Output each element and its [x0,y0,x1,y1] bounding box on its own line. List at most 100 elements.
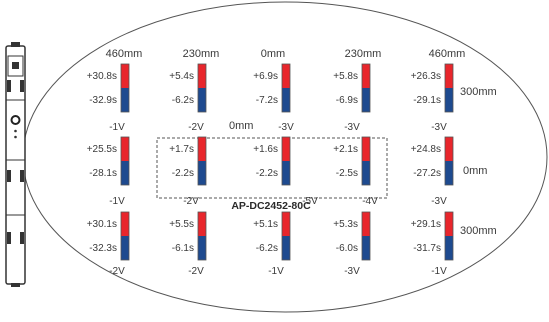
offset-voltage: -3V [278,122,294,133]
measurement-cell: +30.1s -32.3s -2V [87,211,130,277]
device-emitter-icon [7,170,11,182]
negative-decay-time: -6.0s [336,243,358,254]
offset-voltage: -3V [344,122,360,133]
positive-decay-time: +1.7s [169,144,194,155]
distance-label: 300mm [460,86,497,98]
decay-bar-outline [197,211,207,261]
offset-voltage: -1V [109,196,125,207]
negative-decay-time: -32.3s [89,243,117,254]
offset-voltage: -1V [268,266,284,277]
positive-decay-bar [282,137,290,161]
device-emitter-icon [7,232,11,244]
positive-decay-bar [362,64,370,88]
offset-voltage: -2V [188,266,204,277]
decay-bar-outline [444,211,454,261]
negative-decay-bar [121,161,129,185]
positive-decay-time: +24.8s [411,144,441,155]
positive-decay-time: +5.8s [333,71,358,82]
measurement-cell: +6.9s -7.2s -3V [253,63,294,133]
measurement-cell: +5.3s -6.0s -3V [333,211,371,277]
negative-decay-bar [198,88,206,112]
negative-decay-bar [121,88,129,112]
measurement-cell: +5.8s -6.9s -3V [333,63,371,133]
negative-decay-bar [445,236,453,260]
measurement-cell: +1.7s -2.2s -2V [169,136,207,207]
measurement-cell: +29.1s -31.7s -1V [411,211,454,277]
negative-decay-time: -6.2s [172,95,194,106]
negative-decay-bar [362,236,370,260]
decay-bar-outline [120,136,130,186]
negative-decay-time: -6.1s [172,243,194,254]
positive-decay-bar [121,64,129,88]
offset-voltage: -2V [188,122,204,133]
negative-decay-bar [282,236,290,260]
negative-decay-bar [445,88,453,112]
device-led-icon [14,129,17,133]
negative-decay-time: -2.2s [172,168,194,179]
negative-decay-bar [362,88,370,112]
offset-voltage: -4V [362,196,378,207]
negative-decay-time: -27.2s [413,168,441,179]
distance-label: 230mm [183,48,220,60]
center-zone-box [156,137,388,199]
positive-decay-bar [198,137,206,161]
decay-bar-outline [444,136,454,186]
measurement-grid: +30.8s -32.9s -1V +5.4s -6.2s -2V +6.9s -7.2s -3… [87,63,454,277]
positive-decay-bar [445,212,453,236]
positive-decay-bar [282,212,290,236]
negative-decay-bar [282,88,290,112]
negative-decay-time: -29.1s [413,95,441,106]
negative-decay-time: -6.2s [256,243,278,254]
positive-decay-bar [198,212,206,236]
negative-decay-time: -2.5s [336,168,358,179]
positive-decay-time: +26.3s [411,71,441,82]
decay-bar-outline [281,136,291,186]
offset-voltage: -5V [302,196,318,207]
distance-label: 0mm [463,165,487,177]
negative-decay-time: -32.9s [89,95,117,106]
measurement-cell: +26.3s -29.1s -3V [411,63,454,133]
positive-decay-bar [121,137,129,161]
model-label: AP-DC2452-80C [231,200,311,212]
measurement-cell: +25.5s -28.1s -1V [87,136,130,207]
distance-side-column: 300mm 0mm 300mm [460,86,497,237]
measurement-cell: +5.4s -6.2s -2V [169,63,207,133]
decay-bar-outline [120,211,130,261]
negative-decay-bar [198,161,206,185]
offset-voltage: -3V [431,196,447,207]
offset-voltage: -3V [431,122,447,133]
negative-decay-bar [282,161,290,185]
negative-decay-bar [121,236,129,260]
device-emitter-icon [20,80,24,92]
device-emitter-icon [20,170,24,182]
positive-decay-time: +29.1s [411,219,441,230]
negative-decay-time: -6.9s [336,95,358,106]
device-led-icon [14,135,17,139]
measurement-cell: +1.6s -2.2s -5V [253,136,318,207]
positive-decay-time: +5.3s [333,219,358,230]
device-bottom-cap [11,283,20,287]
positive-decay-time: +6.9s [253,71,278,82]
offset-voltage: -1V [109,122,125,133]
distance-label: 0mm [261,48,285,60]
decay-bar-outline [361,211,371,261]
device-indicator [12,62,19,69]
positive-decay-time: +30.1s [87,219,117,230]
positive-decay-time: +5.4s [169,71,194,82]
negative-decay-bar [362,161,370,185]
positive-decay-bar [198,64,206,88]
decay-bar-outline [120,63,130,113]
measurement-cell: +30.8s -32.9s -1V [87,63,130,133]
offset-voltage: -2V [109,266,125,277]
decay-bar-outline [444,63,454,113]
measurement-cell: +5.5s -6.1s -2V [169,211,207,277]
ionizer-device [5,42,26,287]
positive-decay-time: +25.5s [87,144,117,155]
negative-decay-time: -2.2s [256,168,278,179]
negative-decay-bar [445,161,453,185]
positive-decay-bar [282,64,290,88]
device-power-button-icon [10,115,21,125]
center-distance-label: 0mm [229,120,253,132]
positive-decay-bar [445,64,453,88]
positive-decay-time: +2.1s [333,144,358,155]
